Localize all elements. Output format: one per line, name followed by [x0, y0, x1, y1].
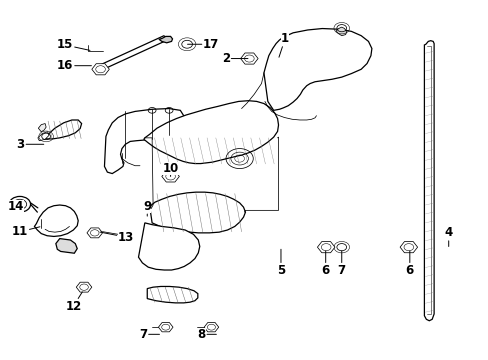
Polygon shape — [159, 36, 172, 43]
Text: 6: 6 — [321, 251, 329, 277]
Text: 9: 9 — [143, 200, 151, 216]
Text: 2: 2 — [222, 52, 247, 65]
Polygon shape — [87, 228, 102, 238]
Text: 4: 4 — [444, 226, 452, 247]
Text: 15: 15 — [57, 39, 90, 51]
Polygon shape — [138, 223, 200, 270]
Text: 8: 8 — [197, 328, 216, 341]
Polygon shape — [38, 123, 46, 132]
Polygon shape — [317, 242, 334, 253]
Text: 3: 3 — [17, 138, 43, 151]
Polygon shape — [203, 323, 218, 332]
Text: 1: 1 — [278, 32, 288, 57]
Polygon shape — [143, 101, 278, 163]
Polygon shape — [335, 27, 346, 36]
Polygon shape — [38, 132, 49, 141]
Polygon shape — [92, 64, 109, 75]
Polygon shape — [34, 205, 78, 237]
Polygon shape — [44, 120, 81, 139]
Text: 13: 13 — [100, 231, 134, 244]
Text: 17: 17 — [187, 38, 219, 51]
Polygon shape — [147, 287, 198, 303]
Polygon shape — [162, 171, 179, 182]
Text: 12: 12 — [65, 292, 82, 313]
Polygon shape — [399, 242, 417, 253]
Polygon shape — [264, 28, 371, 111]
Polygon shape — [424, 41, 433, 321]
Polygon shape — [76, 282, 92, 292]
Polygon shape — [158, 323, 173, 332]
Text: 7: 7 — [337, 251, 345, 277]
Polygon shape — [240, 53, 258, 64]
Polygon shape — [56, 239, 77, 253]
Text: 10: 10 — [162, 162, 178, 176]
Polygon shape — [149, 192, 245, 233]
Text: 16: 16 — [57, 59, 91, 72]
Polygon shape — [104, 109, 183, 174]
Text: 7: 7 — [139, 328, 159, 341]
Text: 5: 5 — [276, 249, 285, 277]
Polygon shape — [241, 109, 261, 121]
Text: 6: 6 — [405, 251, 413, 277]
Text: 14: 14 — [8, 200, 24, 213]
Polygon shape — [97, 36, 167, 71]
Text: 11: 11 — [12, 225, 40, 238]
